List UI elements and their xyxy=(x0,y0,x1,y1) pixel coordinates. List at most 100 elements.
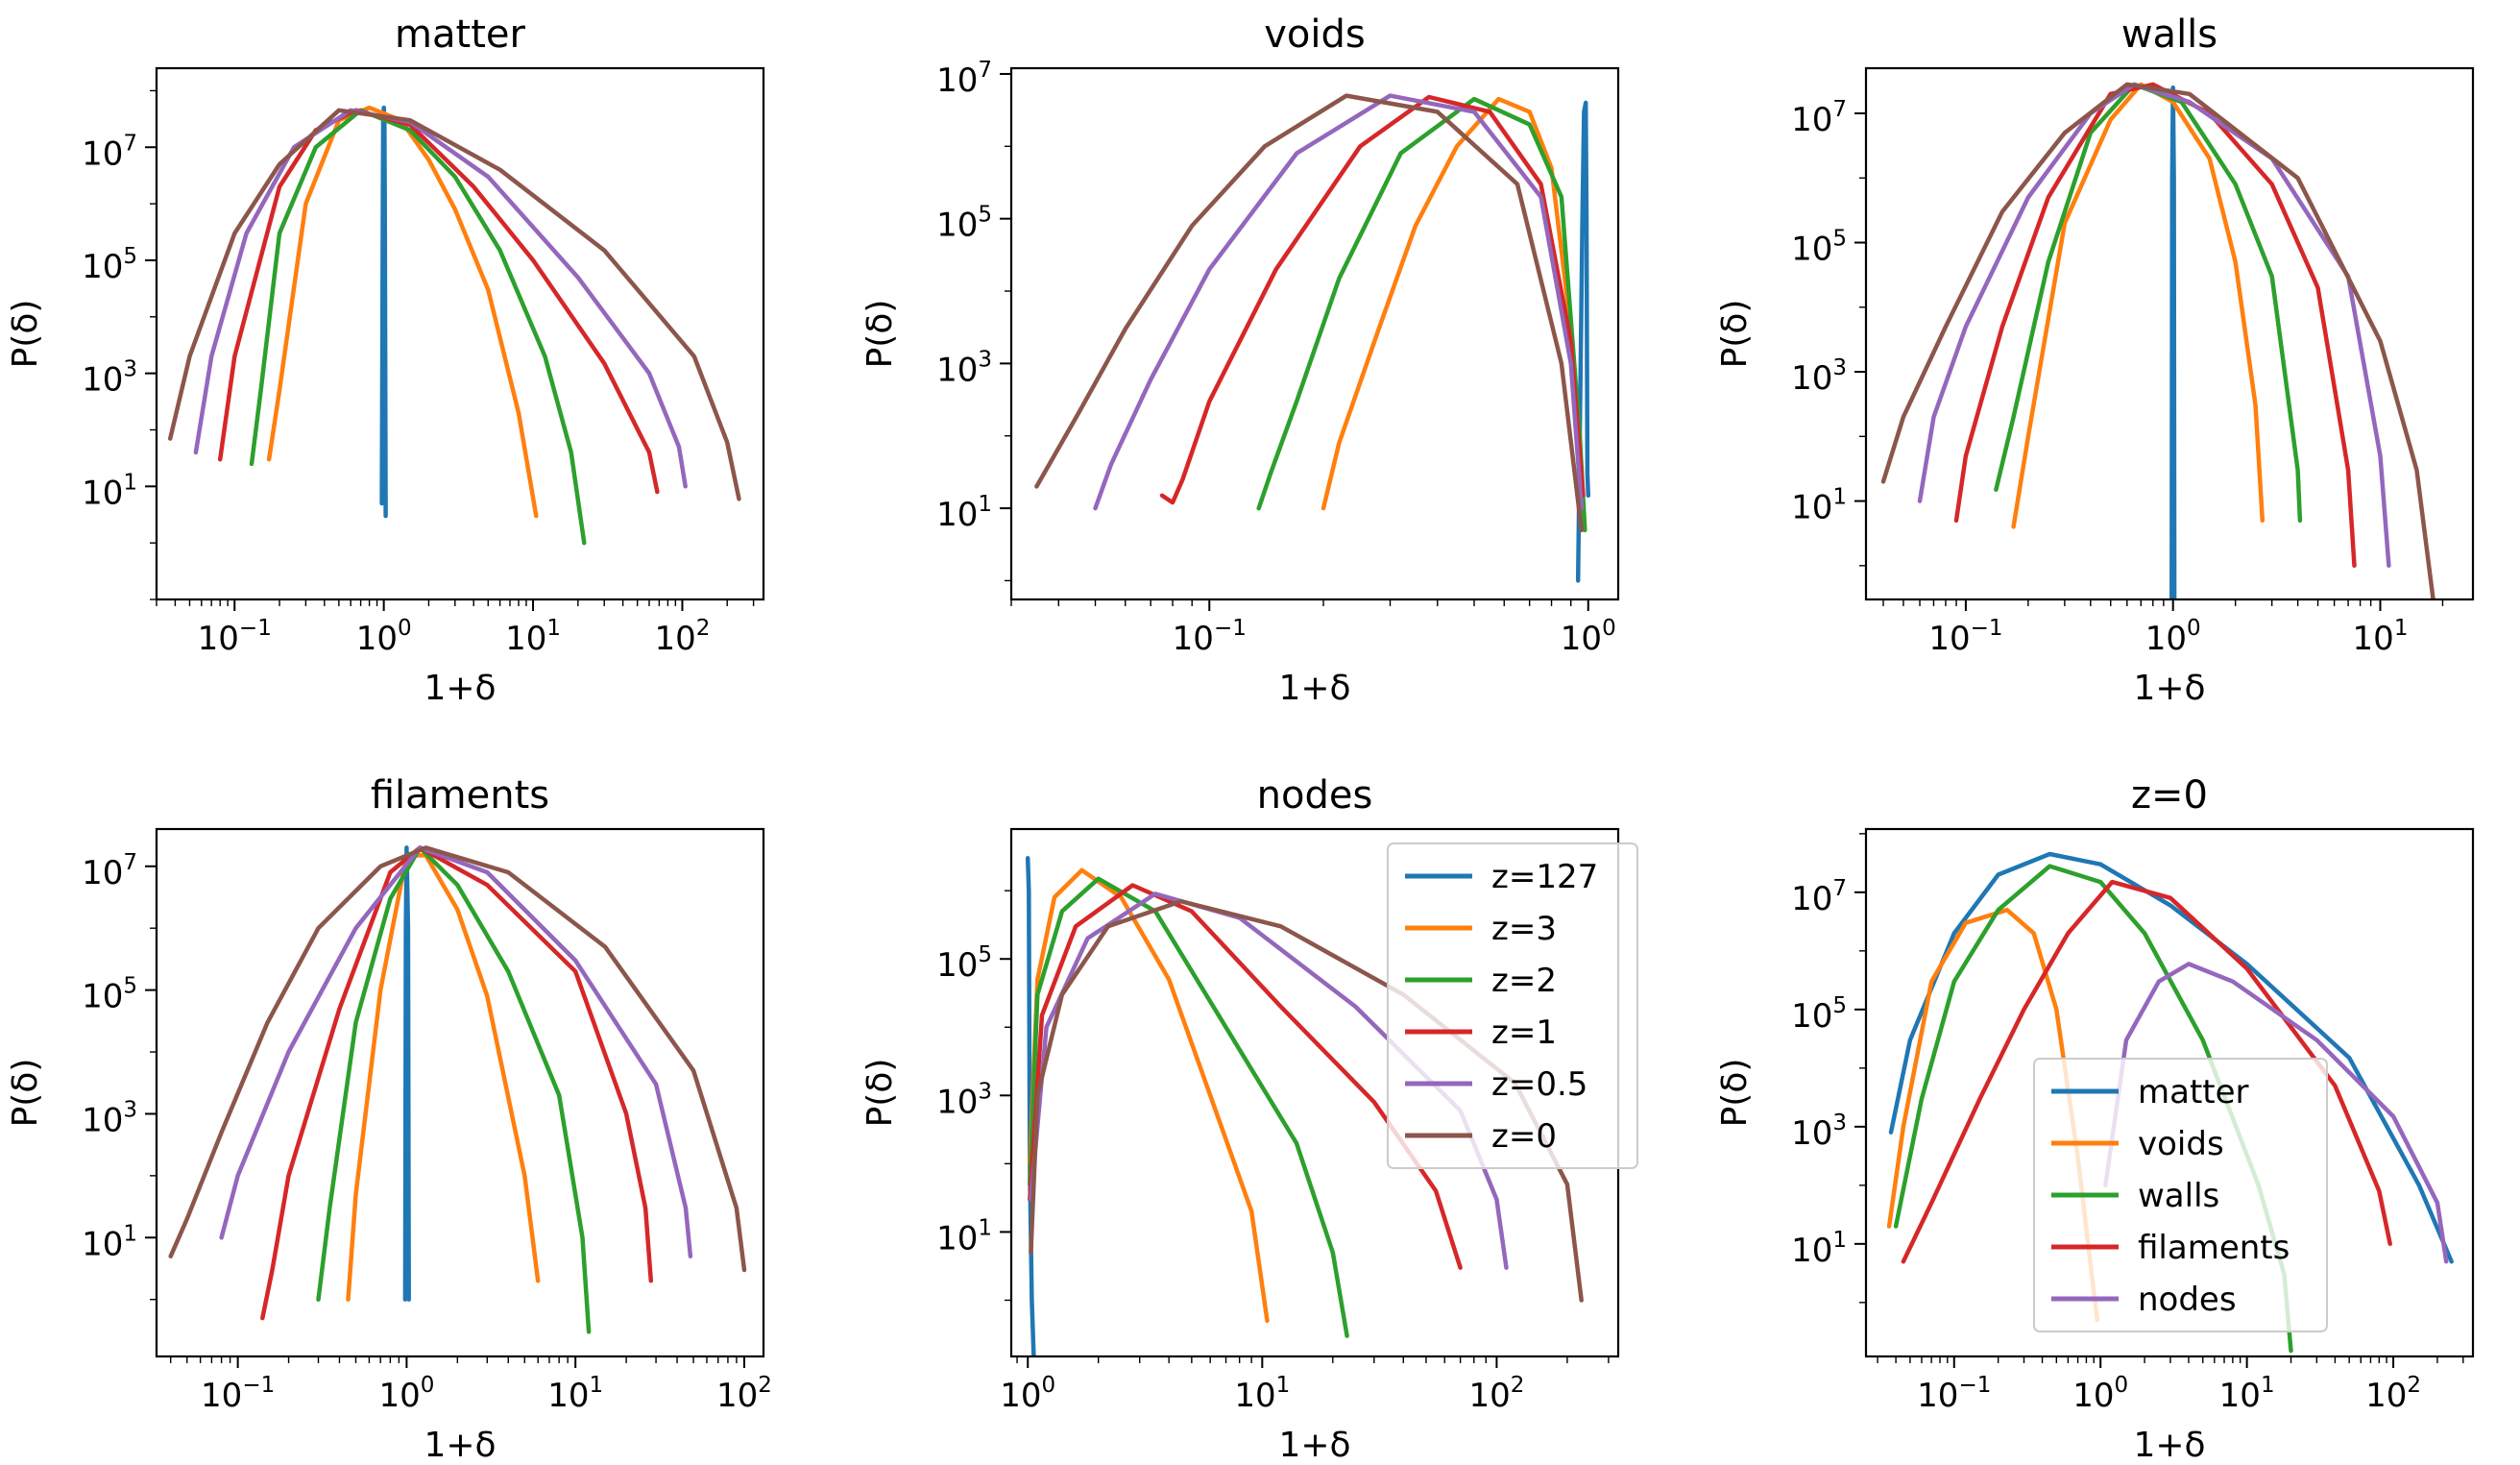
y-tick-label: 105 xyxy=(936,942,992,985)
x-tick-label: 100 xyxy=(356,616,412,658)
x-axis-label: 1+δ xyxy=(2133,1426,2205,1465)
x-tick-label-base: 10 xyxy=(378,1377,420,1415)
y-tick-label: 101 xyxy=(936,1215,992,1257)
y-tick-label-base: 10 xyxy=(1791,1114,1832,1153)
x-tick-label-base: 10 xyxy=(547,1377,589,1415)
y-tick-label-base: 10 xyxy=(82,361,123,400)
y-tick-label-exponent: 5 xyxy=(1832,227,1847,252)
x-tick-label-base: 10 xyxy=(654,620,695,658)
y-tick-label-exponent: 3 xyxy=(978,347,992,372)
series-line-z-2 xyxy=(316,845,592,1334)
y-tick-label-exponent: 7 xyxy=(1832,97,1847,122)
y-tick-label-exponent: 5 xyxy=(978,942,992,967)
series-line-z-0-5 xyxy=(1093,93,1585,511)
series-line-filaments xyxy=(1901,879,2392,1264)
y-tick-label-base: 10 xyxy=(1791,101,1832,139)
x-tick-label: 101 xyxy=(1234,1373,1290,1415)
y-tick-label: 107 xyxy=(82,850,137,892)
legend-label: z=127 xyxy=(1491,858,1598,896)
y-tick-label-exponent: 5 xyxy=(123,244,137,269)
y-tick-label: 107 xyxy=(936,58,992,100)
x-tick-label-exponent: 1 xyxy=(2394,616,2409,641)
y-tick-label-base: 10 xyxy=(82,134,123,173)
y-axis-label: P(δ) xyxy=(1715,1059,1755,1128)
y-tick-label-exponent: 3 xyxy=(1832,1111,1847,1135)
y-tick-label-base: 10 xyxy=(1791,1232,1832,1270)
series-line-z-0 xyxy=(167,108,741,501)
y-tick-label-base: 10 xyxy=(1791,880,1832,918)
series-line-z-0 xyxy=(1880,82,2435,599)
x-tick-label-base: 10 xyxy=(201,1377,242,1415)
x-tick-label-base: 10 xyxy=(2353,620,2394,658)
x-tick-label-base: 10 xyxy=(2145,620,2187,658)
series-line-z-0 xyxy=(168,845,747,1273)
x-tick-label-exponent: 1 xyxy=(1276,1373,1291,1398)
x-tick-label: 100 xyxy=(1000,1373,1055,1415)
y-tick-label-base: 10 xyxy=(936,1083,978,1121)
x-axis-label: 1+δ xyxy=(424,669,496,708)
y-tick-label-base: 10 xyxy=(82,1225,123,1263)
series-line-z-3 xyxy=(1028,867,1270,1324)
y-tick-label: 105 xyxy=(1791,993,1847,1036)
x-tick-label: 100 xyxy=(2145,616,2201,658)
plot-frame xyxy=(1864,827,2475,1358)
x-axis-label: 1+δ xyxy=(1278,669,1350,708)
y-tick-label-exponent: 5 xyxy=(978,203,992,228)
plot-frame xyxy=(1009,66,1620,601)
x-tick-label: 10−1 xyxy=(1173,616,1247,658)
y-tick-label: 101 xyxy=(1791,1228,1847,1270)
y-tick-label: 105 xyxy=(936,203,992,245)
y-tick-label: 107 xyxy=(82,131,137,173)
y-axis-label: P(δ) xyxy=(6,300,45,369)
y-tick-label-exponent: 7 xyxy=(1832,876,1847,901)
series-group xyxy=(1025,856,1584,1356)
y-tick-label-base: 10 xyxy=(936,1219,978,1257)
y-axis-label: P(δ) xyxy=(1715,300,1755,369)
y-tick-label-exponent: 1 xyxy=(1832,485,1847,510)
y-tick-label-base: 10 xyxy=(1791,489,1832,527)
y-tick-label: 105 xyxy=(82,974,137,1016)
y-tick-label: 105 xyxy=(82,244,137,286)
x-tick-label-base: 10 xyxy=(1561,620,1602,658)
series-line-z-0-5 xyxy=(193,108,688,489)
x-tick-label-exponent: −1 xyxy=(239,616,272,641)
y-tick-label-exponent: 1 xyxy=(978,492,992,517)
legend-label: matter xyxy=(2138,1073,2249,1111)
x-tick-label-exponent: 2 xyxy=(2407,1373,2421,1398)
x-tick-label: 101 xyxy=(2219,1373,2275,1415)
y-tick-label-exponent: 1 xyxy=(123,470,137,495)
y-tick-label: 105 xyxy=(1791,227,1847,269)
y-tick-label: 103 xyxy=(82,357,137,400)
y-tick-label: 107 xyxy=(1791,876,1847,918)
y-tick-label-base: 10 xyxy=(936,946,978,985)
panel-title: z=0 xyxy=(2131,773,2208,818)
x-tick-label-base: 10 xyxy=(1234,1377,1275,1415)
x-tick-label-exponent: 0 xyxy=(1602,616,1616,641)
series-line-z-1 xyxy=(217,108,660,495)
legend-label: voids xyxy=(2138,1125,2224,1163)
legend-label: z=0 xyxy=(1491,1117,1557,1156)
series-line-z-1 xyxy=(260,845,654,1321)
panel-title: nodes xyxy=(1257,773,1373,818)
y-tick-label: 101 xyxy=(1791,485,1847,527)
series-line-z-0-5 xyxy=(219,845,693,1258)
x-tick-label: 10−1 xyxy=(1928,616,2002,658)
y-tick-label: 103 xyxy=(1791,1111,1847,1153)
y-tick-label: 101 xyxy=(82,470,137,512)
y-tick-label-exponent: 7 xyxy=(123,850,137,875)
x-tick-label: 101 xyxy=(505,616,561,658)
x-tick-label-exponent: 1 xyxy=(546,616,561,641)
x-tick-label-base: 10 xyxy=(2072,1377,2114,1415)
x-tick-label-base: 10 xyxy=(505,620,546,658)
series-group xyxy=(168,845,747,1334)
y-tick-label-exponent: 5 xyxy=(1832,993,1847,1018)
panel-title: matter xyxy=(395,12,525,57)
x-tick-label: 100 xyxy=(1561,616,1616,658)
y-axis-label: P(δ) xyxy=(860,300,900,369)
series-line-z-0-5 xyxy=(1917,82,2391,569)
plot-frame xyxy=(155,66,765,601)
x-tick-label: 101 xyxy=(2353,616,2409,658)
y-tick-label-base: 10 xyxy=(82,248,123,286)
series-line-z-2 xyxy=(249,108,587,546)
